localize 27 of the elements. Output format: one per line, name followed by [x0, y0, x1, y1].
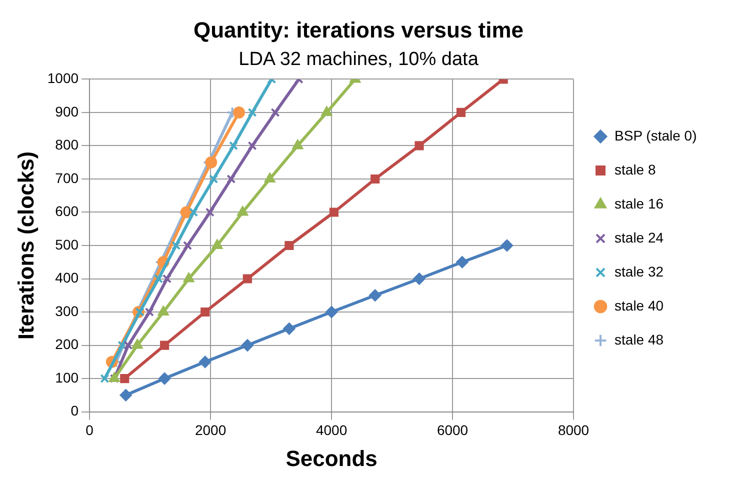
- y-tick-label: 900: [55, 103, 79, 120]
- y-tick-label: 100: [55, 369, 79, 386]
- x-tick-label: 4000: [316, 422, 348, 438]
- x-tick-label: 2000: [194, 422, 226, 438]
- y-tick-label: 600: [55, 203, 79, 220]
- x-tick-label: 8000: [558, 422, 590, 438]
- y-tick-label: 800: [55, 136, 79, 153]
- legend-label: stale 48: [614, 331, 664, 348]
- y-tick-label: 500: [55, 236, 79, 252]
- y-tick-label: 200: [55, 336, 79, 352]
- y-tick-label: 0: [70, 402, 79, 419]
- legend-label: stale 16: [614, 195, 664, 212]
- chart-subtitle: LDA 32 machines, 10% data: [238, 49, 479, 70]
- x-tick-label: 6000: [436, 422, 468, 438]
- x-axis-title: Seconds: [286, 446, 378, 471]
- legend-label: stale 8: [614, 161, 656, 178]
- legend-label: BSP (stale 0): [614, 127, 697, 144]
- legend-label: stale 40: [614, 297, 664, 314]
- y-tick-label: 300: [55, 302, 79, 319]
- y-tick-label: 700: [55, 170, 79, 186]
- x-tick-label: 0: [86, 422, 94, 438]
- legend-label: stale 24: [614, 229, 664, 246]
- y-tick-label: 1000: [47, 70, 79, 86]
- legend-label: stale 32: [614, 263, 664, 280]
- chart-title: Quantity: iterations versus time: [193, 17, 524, 42]
- y-tick-label: 400: [55, 270, 79, 286]
- y-axis-title: Iterations (clocks): [13, 151, 38, 340]
